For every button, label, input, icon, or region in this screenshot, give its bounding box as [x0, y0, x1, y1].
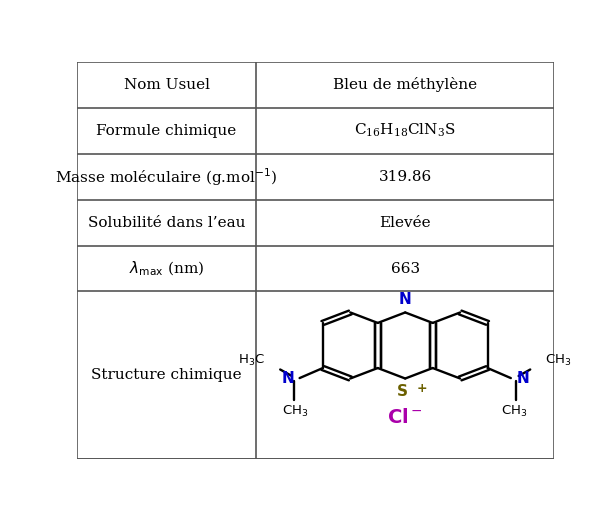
Text: $\mathregular{C_{16}H_{18}ClN_{3}S}$: $\mathregular{C_{16}H_{18}ClN_{3}S}$	[354, 122, 456, 139]
Text: Nom Usuel: Nom Usuel	[124, 78, 209, 92]
Text: Solubilité dans l’eau: Solubilité dans l’eau	[87, 216, 245, 230]
Text: Formule chimique: Formule chimique	[96, 124, 237, 138]
Text: $\lambda_{\mathrm{max}}$ (nm): $\lambda_{\mathrm{max}}$ (nm)	[129, 260, 204, 278]
Text: Structure chimique: Structure chimique	[91, 368, 242, 382]
Text: Masse moléculaire (g.mol$^{-1}$): Masse moléculaire (g.mol$^{-1}$)	[55, 166, 278, 187]
Text: 663: 663	[391, 262, 419, 276]
Text: 319.86: 319.86	[379, 170, 432, 184]
Text: Elevée: Elevée	[379, 216, 431, 230]
Text: Bleu de méthylène: Bleu de méthylène	[333, 77, 477, 92]
